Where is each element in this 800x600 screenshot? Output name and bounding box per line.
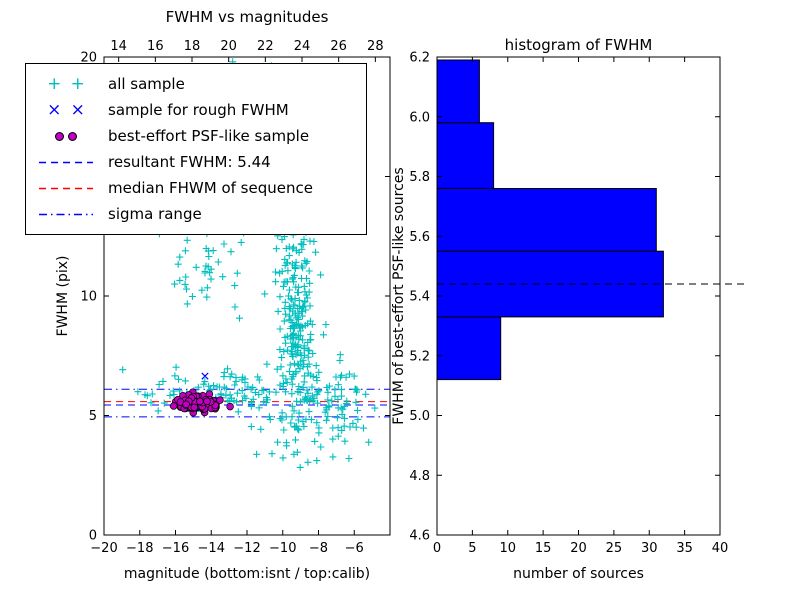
tick-label: 18 [184,39,201,54]
plus-marker-icon: + [47,73,62,94]
tick-label: 28 [367,39,384,54]
tick-label: 5.0 [409,409,430,424]
histogram-ylabel: FWHM of best-effort PSF-like sources [391,167,407,425]
reference-lines [104,388,390,418]
legend-item-sigma-range: sigma range [38,201,354,227]
legend-item-resultant-fwhm: resultant FWHM: 5.44 [38,149,354,175]
x-marker-icon: × [47,99,62,120]
psf-sample-point [216,396,224,404]
tick-label: 20 [80,51,97,66]
tick-label: −16 [162,541,189,556]
tick-label: −12 [233,541,260,556]
legend-item-all-sample: + + all sample [38,71,354,97]
tick-label: 25 [606,541,623,556]
legend-item-rough-sample: × × sample for rough FWHM [38,97,354,123]
tick-label: 4.8 [409,469,430,484]
histogram-title: histogram of FWHM [504,36,653,54]
psf-sample-point [190,403,199,412]
tick-label: −18 [126,541,153,556]
tick-label: 35 [676,541,693,556]
dashed-line-icon [39,187,93,189]
legend: + + all sample × × sample for rough FWHM… [25,63,367,235]
tick-label: −20 [90,541,117,556]
legend-label: sigma range [108,205,202,223]
tick-label: 14 [110,39,127,54]
tick-label: 0 [433,541,441,556]
hist-bar [436,59,480,124]
legend-label: best-effort PSF-like sample [108,127,310,145]
tick-label: 6.2 [409,51,430,66]
tick-label: 20 [570,541,587,556]
tick-label: 26 [330,39,347,54]
psf-sample-point [182,400,190,409]
circle-marker-icon [68,131,77,141]
legend-item-median-fwhm: median FHWM of sequence [38,175,354,201]
x-marker-icon: × [70,99,85,120]
tick-label: 5.8 [409,170,430,185]
tick-label: 40 [712,541,729,556]
tick-marks [103,56,721,536]
psf-sample-points [169,388,234,417]
tick-label: −8 [309,541,328,556]
tick-label: 10 [80,290,97,305]
tick-label: 4.6 [409,529,430,544]
psf-sample-point [169,402,178,410]
hist-bar [436,188,657,252]
psf-sample-point [196,397,204,406]
tick-label: 0 [89,529,97,544]
tick-label: −10 [269,541,296,556]
tick-label: 16 [147,39,164,54]
tick-label: 24 [294,39,311,54]
scatter-title: FWHM vs magnitudes [165,8,329,26]
tick-label: 5.6 [409,230,430,245]
scatter-ylabel: FWHM (pix) [55,255,71,337]
tick-label: 20 [220,39,237,54]
tick-label: −6 [345,541,364,556]
histogram-xlabel: number of sources [513,566,644,582]
tick-label: 6.0 [409,110,430,125]
tick-label: 30 [641,541,658,556]
tick-label: 5 [468,541,476,556]
legend-item-psf-sample: best-effort PSF-like sample [38,123,354,149]
tick-label: 15 [535,541,552,556]
tick-label: −14 [198,541,225,556]
tick-label: 22 [257,39,274,54]
legend-label: median FHWM of sequence [108,179,313,197]
tick-label: 5 [89,409,97,424]
tick-label: 10 [499,541,516,556]
circle-marker-icon [55,131,64,141]
tick-label: 5.2 [409,349,430,364]
psf-sample-point [203,397,211,406]
dashdot-line-icon [39,213,93,215]
hist-bars [436,59,664,381]
plus-marker-icon: + [70,73,85,94]
hist-bar [436,122,495,189]
legend-label: sample for rough FWHM [108,101,289,119]
tick-label: 5.4 [409,290,430,305]
dashed-line-icon [39,161,93,163]
scatter-xlabel: magnitude (bottom:isnt / top:calib) [123,566,371,582]
legend-label: all sample [108,75,185,93]
legend-label: resultant FWHM: 5.44 [108,153,271,171]
hist-bar [436,316,502,381]
psf-sample-point [226,402,234,411]
